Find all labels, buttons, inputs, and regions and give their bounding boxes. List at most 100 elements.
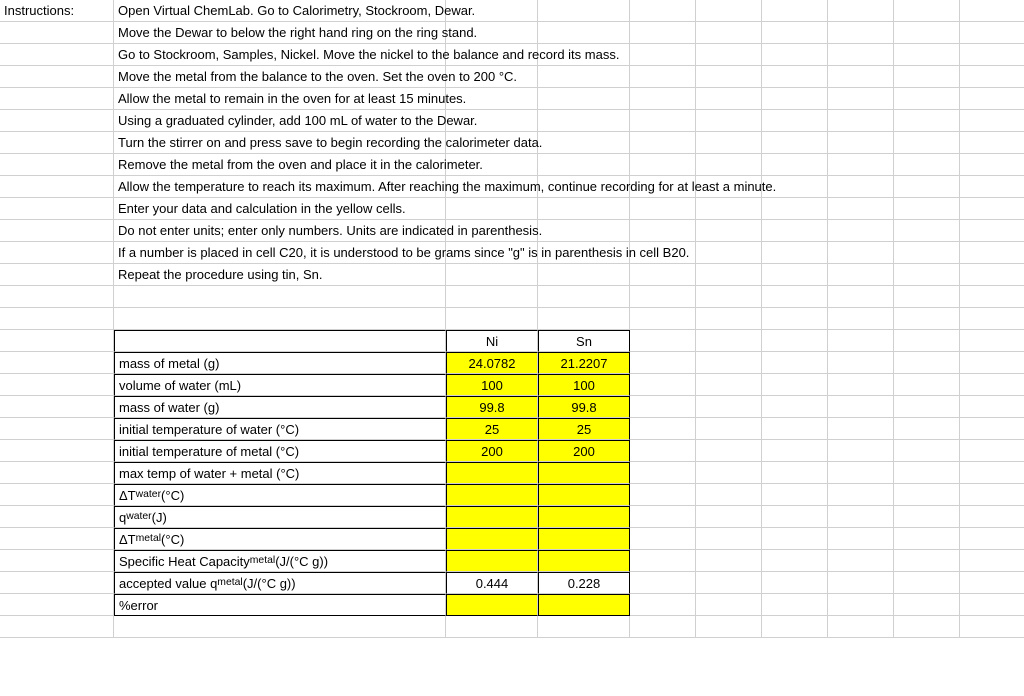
empty-cell xyxy=(894,66,960,88)
empty-cell xyxy=(630,396,696,418)
instruction-line: Move the metal from the balance to the o… xyxy=(114,66,446,88)
empty-cell xyxy=(696,528,762,550)
empty-cell xyxy=(0,110,114,132)
data-cell-ni[interactable] xyxy=(446,550,538,572)
empty-cell xyxy=(960,418,1024,440)
data-cell-sn[interactable]: 25 xyxy=(538,418,630,440)
empty-cell xyxy=(630,330,696,352)
empty-cell xyxy=(828,484,894,506)
data-cell-ni[interactable] xyxy=(446,462,538,484)
data-cell-ni[interactable] xyxy=(446,506,538,528)
empty-cell xyxy=(960,616,1024,638)
empty-cell xyxy=(630,418,696,440)
empty-cell xyxy=(446,264,538,286)
data-cell-ni[interactable]: 200 xyxy=(446,440,538,462)
empty-cell xyxy=(630,594,696,616)
instruction-line: Allow the temperature to reach its maxim… xyxy=(114,176,446,198)
instruction-line: Go to Stockroom, Samples, Nickel. Move t… xyxy=(114,44,446,66)
empty-cell xyxy=(114,616,446,638)
empty-cell xyxy=(630,616,696,638)
empty-cell xyxy=(630,572,696,594)
empty-cell xyxy=(960,550,1024,572)
empty-cell xyxy=(630,0,696,22)
data-cell-ni[interactable]: 25 xyxy=(446,418,538,440)
data-cell-sn[interactable] xyxy=(538,462,630,484)
empty-cell xyxy=(696,462,762,484)
empty-cell xyxy=(894,220,960,242)
instruction-line: If a number is placed in cell C20, it is… xyxy=(114,242,446,264)
empty-cell xyxy=(630,374,696,396)
data-cell-sn[interactable] xyxy=(538,528,630,550)
empty-cell xyxy=(0,264,114,286)
empty-cell xyxy=(630,264,696,286)
instructions-label: Instructions: xyxy=(0,0,114,22)
empty-cell xyxy=(696,572,762,594)
spreadsheet: Instructions:Open Virtual ChemLab. Go to… xyxy=(0,0,1024,638)
empty-cell xyxy=(894,154,960,176)
empty-cell xyxy=(828,418,894,440)
empty-cell xyxy=(894,330,960,352)
empty-cell xyxy=(828,528,894,550)
empty-cell xyxy=(114,308,446,330)
empty-cell xyxy=(630,132,696,154)
empty-cell xyxy=(894,616,960,638)
empty-cell xyxy=(894,396,960,418)
data-cell-sn: 0.228 xyxy=(538,572,630,594)
col-header-sn: Sn xyxy=(538,330,630,352)
empty-cell xyxy=(960,462,1024,484)
data-cell-sn[interactable] xyxy=(538,484,630,506)
empty-cell xyxy=(894,242,960,264)
empty-cell xyxy=(696,154,762,176)
empty-cell xyxy=(762,440,828,462)
empty-cell xyxy=(538,220,630,242)
empty-cell xyxy=(538,22,630,44)
empty-cell xyxy=(960,506,1024,528)
data-cell-sn[interactable]: 21.2207 xyxy=(538,352,630,374)
empty-cell xyxy=(538,616,630,638)
empty-cell xyxy=(828,22,894,44)
data-cell-ni[interactable]: 24.0782 xyxy=(446,352,538,374)
data-cell-sn[interactable]: 200 xyxy=(538,440,630,462)
empty-cell xyxy=(630,110,696,132)
data-cell-ni[interactable] xyxy=(446,528,538,550)
data-cell-sn[interactable] xyxy=(538,594,630,616)
data-cell-sn[interactable] xyxy=(538,550,630,572)
empty-cell xyxy=(828,616,894,638)
empty-cell xyxy=(630,22,696,44)
empty-cell xyxy=(0,154,114,176)
empty-cell xyxy=(762,66,828,88)
empty-cell xyxy=(630,484,696,506)
data-cell-ni[interactable] xyxy=(446,594,538,616)
empty-cell xyxy=(894,528,960,550)
data-cell-sn[interactable]: 100 xyxy=(538,374,630,396)
empty-cell xyxy=(762,242,828,264)
empty-cell xyxy=(828,572,894,594)
empty-cell xyxy=(762,506,828,528)
empty-cell xyxy=(894,176,960,198)
empty-cell xyxy=(828,308,894,330)
empty-cell xyxy=(630,66,696,88)
row-label: initial temperature of metal (°C) xyxy=(114,440,446,462)
empty-cell xyxy=(696,220,762,242)
data-cell-ni[interactable]: 100 xyxy=(446,374,538,396)
empty-cell xyxy=(762,154,828,176)
empty-cell xyxy=(696,418,762,440)
empty-cell xyxy=(0,462,114,484)
data-cell-sn[interactable] xyxy=(538,506,630,528)
row-label: accepted value qmetal (J/(°C g)) xyxy=(114,572,446,594)
empty-cell xyxy=(0,374,114,396)
empty-cell xyxy=(0,506,114,528)
empty-cell xyxy=(828,176,894,198)
empty-cell xyxy=(696,550,762,572)
data-cell-ni[interactable] xyxy=(446,484,538,506)
empty-cell xyxy=(960,22,1024,44)
empty-cell xyxy=(538,264,630,286)
empty-cell xyxy=(894,352,960,374)
data-cell-sn[interactable]: 99.8 xyxy=(538,396,630,418)
empty-cell xyxy=(630,220,696,242)
row-label: ΔTmetal (°C) xyxy=(114,528,446,550)
empty-cell xyxy=(696,0,762,22)
row-label: ΔTwater (°C) xyxy=(114,484,446,506)
data-cell-ni[interactable]: 99.8 xyxy=(446,396,538,418)
empty-cell xyxy=(696,374,762,396)
